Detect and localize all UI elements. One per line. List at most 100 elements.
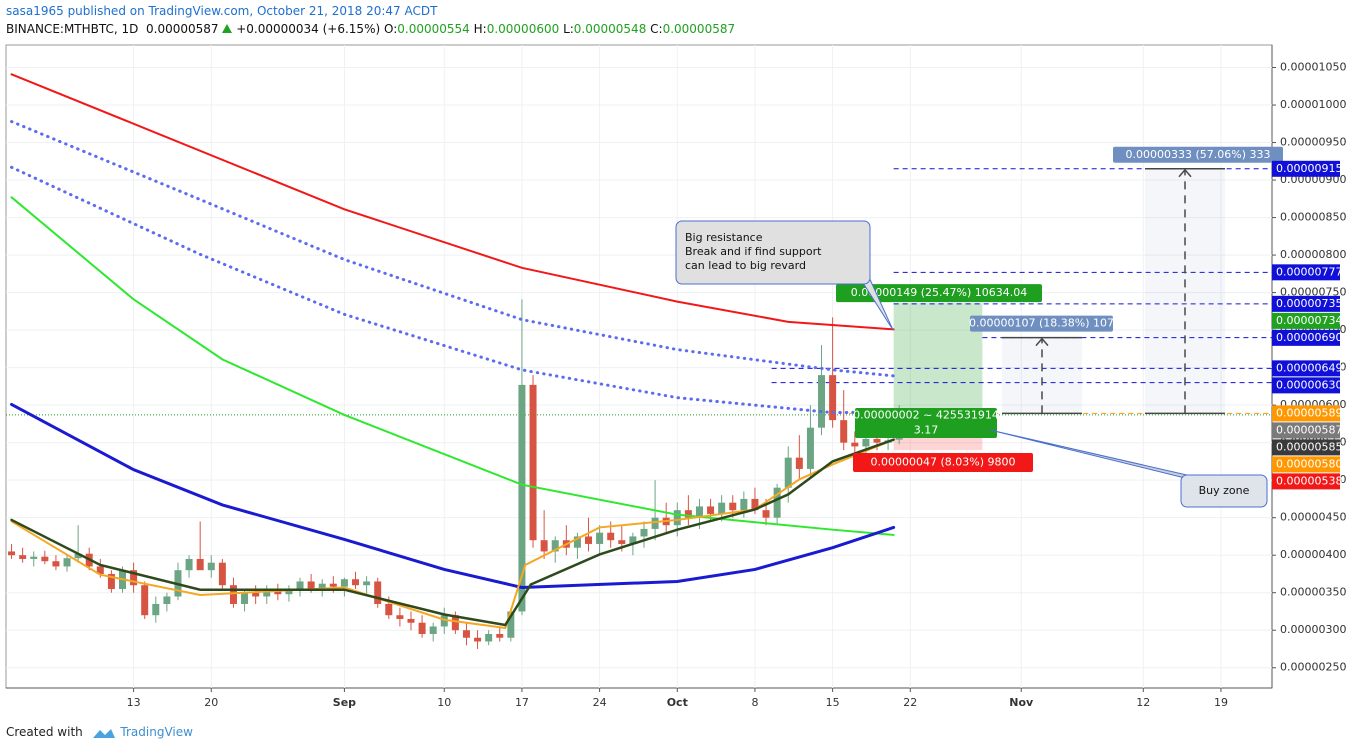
candle-body xyxy=(374,581,382,604)
candle-body xyxy=(241,592,249,604)
candle-body xyxy=(418,622,426,634)
candle-body xyxy=(551,540,559,552)
open-label: O: xyxy=(383,22,398,36)
y-tick-label: 0.00000450 xyxy=(1280,511,1346,524)
price-badge xyxy=(1272,405,1340,422)
candle-body xyxy=(862,438,870,447)
candle-body xyxy=(684,510,692,518)
y-tick-label: 0.00001050 xyxy=(1280,61,1346,74)
candle-body xyxy=(873,438,881,443)
candle-body xyxy=(773,487,781,518)
x-tick-label: 13 xyxy=(127,696,141,709)
y-tick-label: 0.00000350 xyxy=(1280,586,1346,599)
low: 0.00000548 xyxy=(573,22,647,36)
price-badge xyxy=(1272,264,1340,281)
x-tick-label: 12 xyxy=(1136,696,1150,709)
measure-label: 0.00000107 (18.38%) 107 xyxy=(969,317,1114,330)
position-center: 3.17 xyxy=(914,424,939,437)
target-zone xyxy=(893,303,983,415)
chart: 0.00000250 0.00000300 0.00000350 0.00000400… xyxy=(5,44,1346,709)
y-tick-label: 0.00000750 xyxy=(1280,286,1346,299)
measure-zone xyxy=(1002,337,1082,414)
brand[interactable]: TradingView xyxy=(120,725,193,739)
candle-body xyxy=(96,566,104,574)
last-price: 0.00000587 xyxy=(146,22,219,36)
candle-body xyxy=(285,588,293,595)
candle-body xyxy=(840,420,848,443)
candle-body xyxy=(596,532,604,544)
y-tick-label: 0.00001000 xyxy=(1280,98,1346,111)
candle-body xyxy=(163,596,171,604)
candle-body xyxy=(8,551,16,556)
y-tick-label: 0.00000250 xyxy=(1280,661,1346,674)
candle-body xyxy=(429,626,437,634)
price-badge-label: 0.00000630 xyxy=(1276,378,1342,391)
x-tick-label: 15 xyxy=(826,696,840,709)
candle-body xyxy=(229,585,237,604)
y-tick-label: 0.00000850 xyxy=(1280,211,1346,224)
symbol-line: BINANCE:MTHBTC, 1D 0.00000587 +0.0000003… xyxy=(6,22,735,36)
price-badge xyxy=(1272,473,1340,490)
candle-body xyxy=(107,573,115,589)
candle-body xyxy=(141,585,149,616)
candle-body xyxy=(451,615,459,631)
candle-body xyxy=(152,603,160,616)
target-label-box xyxy=(836,284,1042,303)
candle-body xyxy=(540,540,548,552)
candle-body xyxy=(707,506,715,514)
indicator-line xyxy=(10,120,896,378)
price-badge-label: 0.00000585 xyxy=(1276,440,1342,453)
price-badge-label: 0.00000587 xyxy=(1276,423,1342,436)
candle-body xyxy=(651,517,659,529)
stop-label-box xyxy=(853,453,1033,472)
position-center-box xyxy=(855,408,997,438)
candle-body xyxy=(329,583,337,587)
callout-text: Break and if find support xyxy=(685,245,822,258)
buy-zone-pointer xyxy=(989,429,1201,479)
target-label: 0.00000149 (25.47%) 10634.04 xyxy=(851,286,1028,299)
close: 0.00000587 xyxy=(662,22,736,36)
candle-body xyxy=(529,384,537,541)
candle-body xyxy=(63,558,71,567)
open: 0.00000554 xyxy=(397,22,470,36)
candle-body xyxy=(462,630,470,638)
candle-body xyxy=(363,581,371,586)
price-badge xyxy=(1272,456,1340,473)
candle-body xyxy=(585,536,593,544)
close-label: C: xyxy=(650,22,663,36)
plot-frame xyxy=(5,44,1273,689)
candle-body xyxy=(19,555,27,559)
candle-body xyxy=(307,581,315,589)
price-badge-label: 0.00000690 xyxy=(1276,331,1342,344)
indicator-line xyxy=(10,438,895,630)
price-badge-label: 0.00000734 xyxy=(1276,314,1342,327)
price-badge-label: 0.00000538 xyxy=(1276,474,1342,487)
price-badge-label: 0.00000589 xyxy=(1276,406,1342,419)
up-arrow xyxy=(222,24,233,33)
author-line: sasa1965 published on TradingView.com, O… xyxy=(6,4,438,18)
indicator-line xyxy=(10,402,896,589)
candle-body xyxy=(607,532,615,541)
buy-zone-text: Buy zone xyxy=(1199,484,1250,497)
x-tick-label: 10 xyxy=(437,696,451,709)
position-center: 0.00000002 ~ 425531914 xyxy=(853,409,999,422)
candle-body xyxy=(618,540,626,544)
measure-label-box xyxy=(970,315,1113,332)
callout-text: Big resistance xyxy=(685,231,763,244)
candle-body xyxy=(795,457,803,469)
candle-body xyxy=(729,502,737,511)
y-tick-label: 0.00000300 xyxy=(1280,623,1346,636)
candle-body xyxy=(751,498,759,511)
x-tick-label: 17 xyxy=(515,696,529,709)
arrow-head xyxy=(1178,168,1192,178)
y-tick-label: 0.00000400 xyxy=(1280,548,1346,561)
candle-body xyxy=(695,506,703,518)
candle-body xyxy=(806,427,814,469)
candle-body xyxy=(640,528,648,537)
price-badge-label: 0.00000777 xyxy=(1276,265,1342,278)
high: 0.00000600 xyxy=(486,22,560,36)
price-badge xyxy=(1272,422,1340,439)
candle-body xyxy=(762,510,770,518)
x-tick-label: Sep xyxy=(333,696,356,709)
